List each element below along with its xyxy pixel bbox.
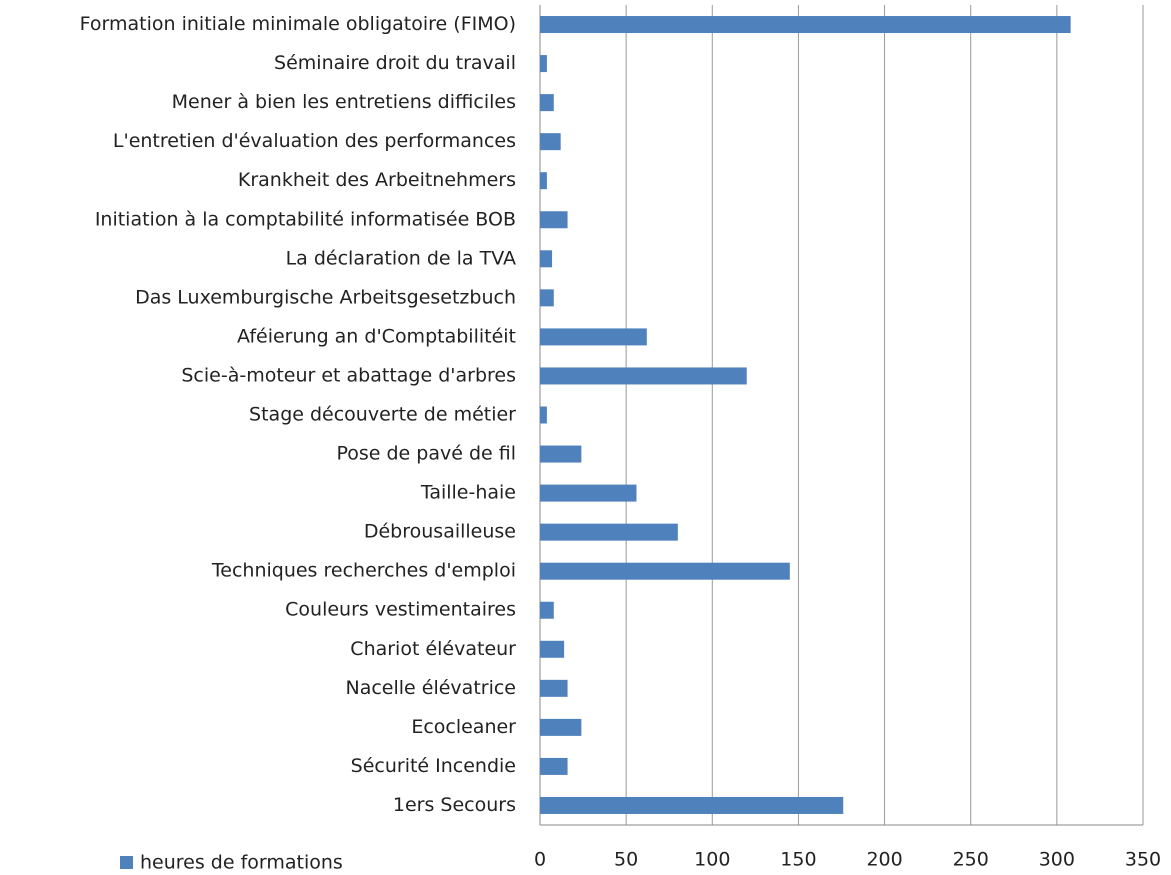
x-tick-label: 350 <box>1125 849 1161 871</box>
y-tick-label: Formation initiale minimale obligatoire … <box>80 13 516 35</box>
bar <box>540 211 568 229</box>
bar <box>540 133 561 151</box>
x-tick-label: 250 <box>953 849 989 871</box>
bar <box>540 94 554 112</box>
y-tick-label: Mener à bien les entretiens difficiles <box>172 91 516 113</box>
bar <box>540 718 582 736</box>
bar <box>540 172 547 190</box>
y-tick-label: L'entretien d'évaluation des performance… <box>113 130 516 152</box>
y-tick-label: Scie-à-moteur et abattage d'arbres <box>181 364 516 386</box>
y-tick-label: Techniques recherches d'emploi <box>211 560 516 582</box>
bar <box>540 406 547 424</box>
bar <box>540 523 678 541</box>
y-tick-label: Séminaire droit du travail <box>274 52 516 74</box>
x-tick-label: 0 <box>534 849 546 871</box>
bar <box>540 562 790 580</box>
y-tick-label: Nacelle élévatrice <box>346 677 517 699</box>
y-tick-label: Aféierung an d'Comptabilitéit <box>237 325 516 347</box>
y-tick-label: Sécurité Incendie <box>351 755 516 777</box>
bar <box>540 55 547 73</box>
bar <box>540 367 747 385</box>
bar <box>540 679 568 697</box>
bar <box>540 640 565 658</box>
y-tick-label: Débrousailleuse <box>364 521 516 543</box>
y-tick-label: Pose de pavé de fil <box>336 443 516 465</box>
y-tick-label: Ecocleaner <box>411 716 516 738</box>
x-tick-label: 50 <box>614 849 638 871</box>
y-tick-label: Chariot élévateur <box>350 638 516 660</box>
y-tick-label: Taille-haie <box>420 482 516 504</box>
legend-label: heures de formations <box>140 852 343 874</box>
bar <box>540 289 554 307</box>
bar <box>540 445 582 463</box>
y-tick-label: Krankheit des Arbeitnehmers <box>238 169 516 191</box>
bar <box>540 757 568 775</box>
bar <box>540 601 554 619</box>
y-tick-label: Initiation à la comptabilité informatisé… <box>95 208 516 230</box>
bar <box>540 328 647 346</box>
y-tick-label: 1ers Secours <box>393 794 516 816</box>
x-tick-label: 200 <box>866 849 902 871</box>
y-tick-label: Couleurs vestimentaires <box>285 599 516 621</box>
bar <box>540 250 553 268</box>
y-tick-label: Das Luxemburgische Arbeitsgesetzbuch <box>135 286 516 308</box>
bar <box>540 484 637 502</box>
x-tick-label: 150 <box>780 849 816 871</box>
legend-swatch <box>120 856 133 869</box>
y-tick-label: Stage découverte de métier <box>249 404 516 426</box>
x-tick-label: 300 <box>1039 849 1075 871</box>
bar <box>540 796 844 814</box>
y-tick-label: La déclaration de la TVA <box>286 247 516 269</box>
x-tick-label: 100 <box>694 849 730 871</box>
bar <box>540 16 1071 34</box>
